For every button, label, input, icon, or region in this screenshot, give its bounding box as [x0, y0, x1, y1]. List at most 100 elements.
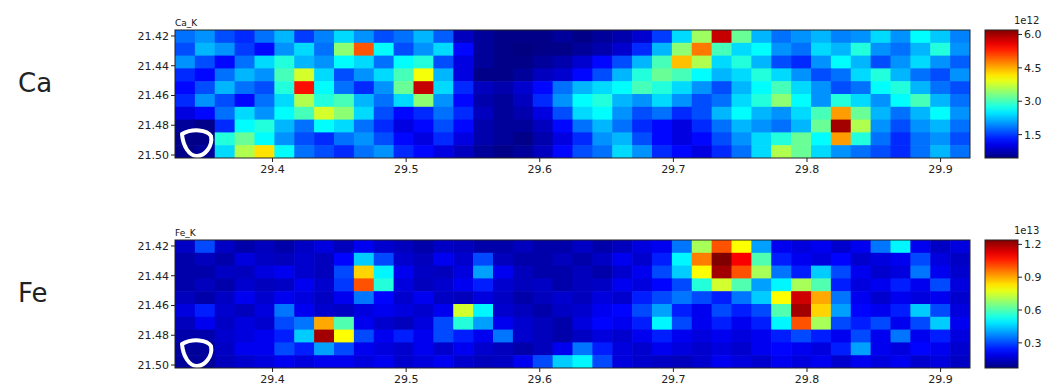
cell: [553, 355, 573, 368]
cell: [374, 291, 394, 304]
cell: [314, 253, 334, 266]
cell: [712, 30, 732, 43]
cell: [612, 120, 632, 133]
cell: [791, 94, 811, 107]
cell: [831, 56, 851, 69]
cell: [771, 317, 791, 330]
cell: [473, 317, 493, 330]
cell: [771, 68, 791, 81]
cell: [632, 132, 652, 145]
cell: [294, 120, 314, 133]
map-panel: FeFe_K29.429.529.629.729.829.921.4221.44…: [18, 225, 1042, 386]
cell: [533, 94, 553, 107]
cell: [612, 132, 632, 145]
cell: [394, 107, 414, 120]
cell: [930, 120, 950, 133]
cell: [592, 43, 612, 56]
cell: [374, 240, 394, 253]
cell: [433, 81, 453, 94]
cell: [910, 304, 930, 317]
cell: [811, 355, 831, 368]
cell: [255, 342, 275, 355]
cell: [414, 145, 434, 158]
x-tick-label: 29.8: [795, 373, 820, 386]
cell: [354, 132, 374, 145]
cell: [215, 120, 235, 133]
cell: [493, 81, 513, 94]
cell: [553, 43, 573, 56]
y-tick-label: 21.50: [138, 149, 170, 162]
cell: [891, 291, 911, 304]
cell: [235, 68, 255, 81]
cell: [751, 30, 771, 43]
cell: [751, 355, 771, 368]
cell: [553, 68, 573, 81]
cell: [175, 107, 195, 120]
cell: [891, 43, 911, 56]
cell: [592, 94, 612, 107]
cell: [612, 291, 632, 304]
cell: [354, 355, 374, 368]
cell: [891, 266, 911, 279]
cell: [672, 266, 692, 279]
cell: [592, 330, 612, 343]
cell: [791, 317, 811, 330]
region-outline: [182, 130, 211, 156]
cell: [314, 355, 334, 368]
cell: [473, 266, 493, 279]
cell: [175, 291, 195, 304]
cell: [533, 278, 553, 291]
cell: [493, 355, 513, 368]
cell: [811, 240, 831, 253]
cell: [394, 132, 414, 145]
cell: [573, 253, 593, 266]
cell: [930, 317, 950, 330]
cell: [592, 240, 612, 253]
cell: [314, 240, 334, 253]
colorbar-tick: [1018, 67, 1022, 68]
x-tick-label: 29.4: [260, 373, 285, 386]
cell: [712, 253, 732, 266]
cell: [453, 253, 473, 266]
cell: [294, 56, 314, 69]
cell: [672, 330, 692, 343]
cell: [871, 56, 891, 69]
cell: [891, 355, 911, 368]
cell: [473, 81, 493, 94]
cell: [334, 120, 354, 133]
cell: [513, 145, 533, 158]
cell: [612, 107, 632, 120]
cell: [255, 266, 275, 279]
cell: [195, 317, 215, 330]
cell: [314, 81, 334, 94]
cell: [553, 132, 573, 145]
cell: [672, 355, 692, 368]
cell: [255, 145, 275, 158]
cell: [354, 56, 374, 69]
cell: [294, 68, 314, 81]
cell: [930, 107, 950, 120]
cell: [751, 107, 771, 120]
cell: [692, 317, 712, 330]
cell: [414, 304, 434, 317]
cell: [294, 253, 314, 266]
cell: [871, 68, 891, 81]
x-tick: [673, 158, 674, 162]
cell: [910, 43, 930, 56]
cell: [831, 145, 851, 158]
cell: [433, 317, 453, 330]
cell: [692, 132, 712, 145]
cell: [175, 94, 195, 107]
cell: [513, 317, 533, 330]
cell: [573, 107, 593, 120]
cell: [235, 94, 255, 107]
cell: [414, 253, 434, 266]
cell: [274, 120, 294, 133]
cell: [513, 43, 533, 56]
cell: [950, 43, 970, 56]
cell: [831, 304, 851, 317]
cell: [612, 317, 632, 330]
cell: [235, 132, 255, 145]
cell: [831, 355, 851, 368]
cell: [274, 68, 294, 81]
